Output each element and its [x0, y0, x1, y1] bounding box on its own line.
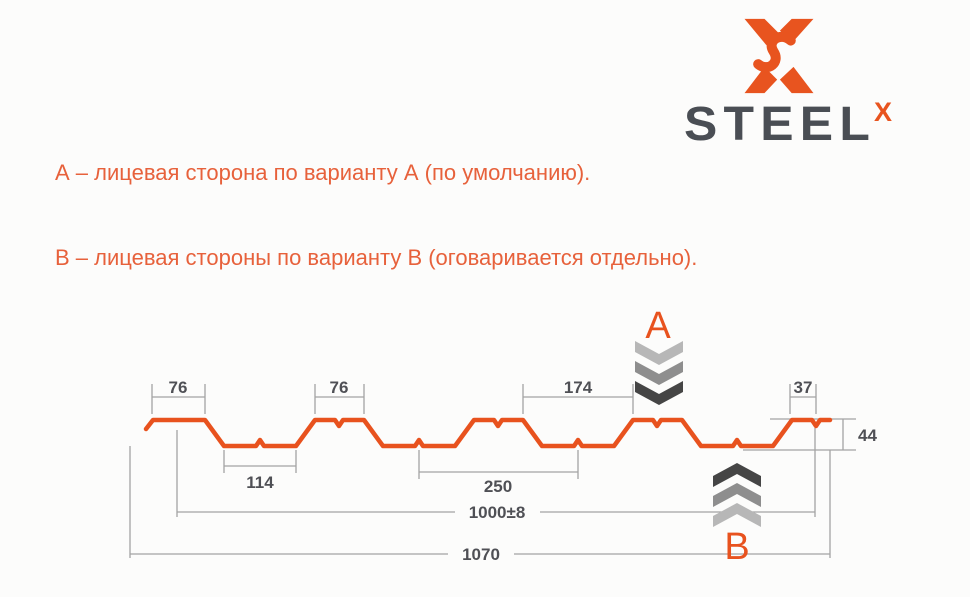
brand-suffix: X [874, 97, 893, 127]
dimension-lines [129, 384, 856, 558]
chevron-down-icon [635, 381, 683, 405]
logo-center-s [753, 31, 796, 73]
dim-250 [418, 450, 579, 479]
dim-label-76-left: 76 [169, 378, 188, 397]
dim-label-1070: 1070 [462, 545, 500, 564]
dim-label-114: 114 [246, 473, 274, 492]
marker-b-label: B [724, 526, 749, 568]
dim-174 [522, 384, 634, 414]
dim-label-37: 37 [794, 378, 813, 397]
dim-label-174: 174 [564, 378, 593, 397]
variant-a-note: А – лицевая сторона по варианту А (по ум… [55, 160, 591, 185]
dim-label-250: 250 [484, 477, 512, 496]
variant-a-arrow-icon [635, 341, 683, 405]
logo-arm-bottom-right [779, 66, 814, 94]
dim-label-76-second: 76 [330, 378, 349, 397]
chevron-down-icon [635, 361, 683, 385]
chevron-up-icon [713, 503, 761, 527]
dim-114 [223, 450, 297, 473]
dim-1070 [129, 446, 831, 558]
steelx-logo-icon [744, 18, 814, 94]
chevron-up-icon [713, 463, 761, 487]
chevron-up-icon [713, 483, 761, 507]
dim-label-44: 44 [858, 426, 877, 445]
chevron-down-icon [635, 341, 683, 365]
dim-label-1000: 1000±8 [469, 503, 526, 522]
dim-1000 [176, 428, 816, 517]
dim-76-second [314, 384, 365, 414]
dim-76-left [151, 384, 206, 414]
marker-a-label: A [645, 305, 671, 347]
dim-37 [789, 384, 817, 414]
variant-b-note: В – лицевая стороны по варианту В (огова… [55, 245, 698, 270]
brand-name: STEEL [684, 98, 877, 151]
profile-outline [143, 417, 833, 449]
variant-b-arrow-icon [713, 463, 761, 527]
logo-arm-bottom-left [744, 66, 778, 94]
